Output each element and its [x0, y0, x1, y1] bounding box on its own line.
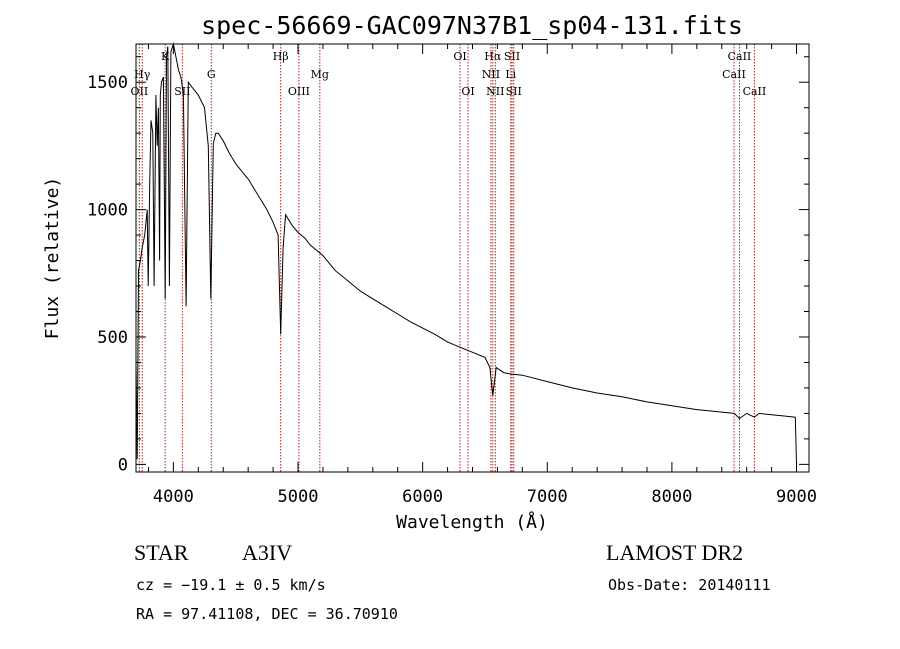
spectral-line-label: CaII [728, 50, 752, 63]
spectral-line-label: OII [131, 85, 149, 98]
object-class: STAR [134, 540, 189, 565]
spectral-line-label: CaII [722, 68, 746, 81]
spectral-line-label: Mg [311, 68, 329, 81]
spectral-line-label: Hα [484, 50, 502, 63]
spectral-line-label: K [161, 50, 170, 63]
spectrum-line [135, 42, 797, 465]
x-tick-label: 9000 [776, 487, 817, 507]
spectral-line-label: Hβ [273, 50, 289, 63]
spectral-line-label: NII [486, 85, 504, 98]
x-axis-ticks: 4000 5000 6000 7000 8000 9000 [147, 44, 817, 507]
y-axis-ticks: 0 500 1000 1500 [87, 56, 809, 475]
x-tick-label: 7000 [527, 487, 568, 507]
spectral-line-label: SII [506, 85, 522, 98]
x-tick-label: 4000 [153, 487, 194, 507]
spectral-line-label: OI [461, 85, 474, 98]
survey-name: LAMOST DR2 [606, 540, 743, 565]
y-tick-label: 1000 [87, 201, 128, 221]
sky-coordinates: RA = 97.41108, DEC = 36.70910 [136, 605, 398, 623]
spectral-line-label: Li [505, 68, 516, 81]
y-tick-label: 0 [118, 455, 128, 475]
x-tick-label: 8000 [651, 487, 692, 507]
x-axis-label: Wavelength (Å) [396, 511, 548, 533]
spectral-line-label: OIII [288, 85, 310, 98]
spectral-line-label: Hγ [134, 68, 151, 81]
y-tick-label: 1500 [87, 73, 128, 93]
spectral-line-label: SII [174, 85, 190, 98]
spectral-line-label: SII [504, 50, 520, 63]
spectral-line-label: G [207, 68, 216, 81]
y-tick-label: 500 [97, 328, 128, 348]
y-axis-label: Flux (relative) [42, 177, 63, 340]
observation-date: Obs-Date: 20140111 [608, 576, 771, 594]
radial-velocity: cz = −19.1 ± 0.5 km/s [136, 576, 326, 594]
spectral-line-markers: OIIHγKSIIGHβOIIIMgOIOIHαNIINIISIILiSIICa… [131, 44, 767, 472]
x-tick-label: 5000 [278, 487, 319, 507]
chart-title: spec-56669-GAC097N37B1_sp04-131.fits [201, 11, 743, 40]
spectrum-series [135, 42, 797, 465]
x-tick-label: 6000 [402, 487, 443, 507]
spectral-line-label: NII [482, 68, 500, 81]
plot-frame [135, 43, 810, 473]
spectral-line-label: OI [453, 50, 466, 63]
spectral-line-label: CaII [743, 85, 767, 98]
object-subclass: A3IV [242, 540, 292, 565]
